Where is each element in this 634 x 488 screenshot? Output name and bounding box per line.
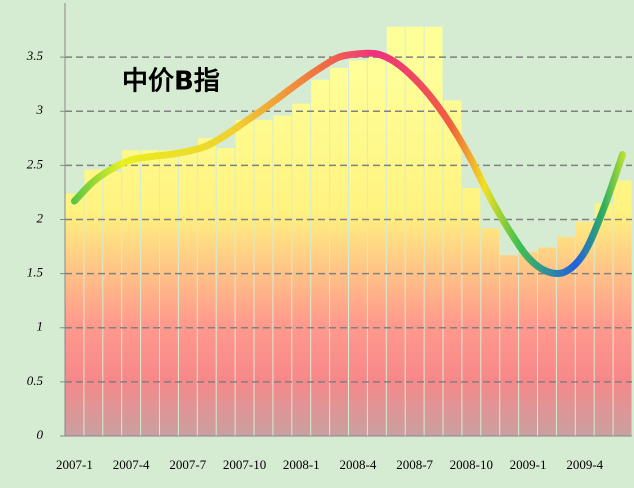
x-tick-label: 2007-7 <box>169 457 206 472</box>
bar <box>386 26 405 436</box>
y-tick-label: 2.5 <box>27 156 44 171</box>
y-tick-label: 3.5 <box>26 48 44 63</box>
bar <box>500 255 519 436</box>
bar <box>254 119 273 436</box>
bar <box>575 221 594 436</box>
bar <box>424 26 443 436</box>
y-tick-label: 0 <box>37 427 44 442</box>
x-tick-label: 2009-1 <box>510 457 547 472</box>
bar <box>519 251 537 436</box>
bar <box>462 188 481 436</box>
annotation: 中价B指 <box>122 67 220 97</box>
bar <box>330 67 348 436</box>
bar <box>594 203 613 436</box>
bar <box>178 149 197 436</box>
line <box>70 49 627 278</box>
bar <box>292 103 311 437</box>
bar <box>613 180 632 436</box>
bar <box>443 100 462 437</box>
bar <box>349 60 367 437</box>
bar <box>367 57 386 436</box>
x-tick-label: 2008-10 <box>450 457 493 472</box>
plot-area: 0 0.5 1 1.5 2 2.5 3 3.5 2007-1 2007-4 2007-7 2007-1… <box>26 3 632 472</box>
bar <box>235 119 254 436</box>
bar <box>141 150 159 436</box>
bar <box>481 228 500 436</box>
bar <box>273 115 292 436</box>
bar <box>556 236 575 436</box>
x-tick-label: 2008-7 <box>396 457 433 472</box>
bar <box>216 148 235 436</box>
bar <box>122 150 141 436</box>
x-tick-label: 2009-4 <box>566 457 603 472</box>
y-tick-label: 1.5 <box>27 265 44 280</box>
y-tick-label: 3 <box>36 102 44 117</box>
x-tick-label: 2008-1 <box>283 457 320 472</box>
bar <box>65 193 84 436</box>
y-tick-label: 1 <box>37 319 44 334</box>
x-tick-label: 2008-4 <box>340 457 377 472</box>
y-tick-label: 0.5 <box>27 373 44 388</box>
bar <box>84 169 103 436</box>
bar <box>160 150 178 436</box>
bar <box>103 171 122 436</box>
x-tick-label: 2007-1 <box>56 457 93 472</box>
y-tick-label: 2 <box>37 210 44 225</box>
bar <box>311 79 330 437</box>
x-tick-label: 2007-4 <box>113 457 150 472</box>
x-tick-label: 2007-10 <box>223 457 266 472</box>
bar <box>405 26 424 436</box>
bar <box>538 247 556 436</box>
bar <box>197 138 216 436</box>
